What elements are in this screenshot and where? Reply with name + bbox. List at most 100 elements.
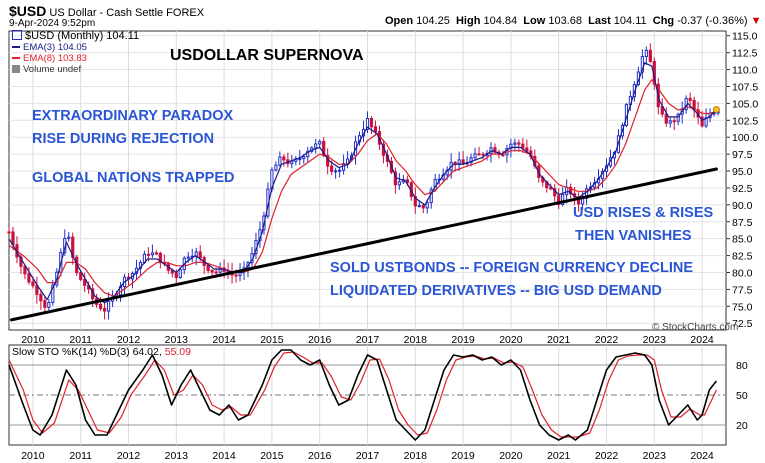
last-price-marker bbox=[712, 105, 720, 113]
open-label: Open bbox=[385, 15, 414, 27]
x-tick-label: 2015 bbox=[260, 334, 284, 346]
candle-down bbox=[369, 118, 374, 128]
candle-up bbox=[302, 156, 306, 160]
y-tick-label: 100.0 bbox=[732, 132, 758, 144]
y-tick-label: 115.0 bbox=[732, 31, 758, 43]
candle-legend-icon bbox=[12, 30, 22, 40]
y-tick-label: 105.0 bbox=[732, 98, 758, 110]
y-tick-label: 95.0 bbox=[732, 166, 753, 178]
candle-down bbox=[198, 251, 202, 259]
candle-down bbox=[206, 264, 210, 272]
legend-volume-label: Volume undef bbox=[23, 64, 82, 75]
stoch-x-tick-label: 2016 bbox=[308, 450, 332, 462]
candle-down bbox=[7, 231, 11, 234]
ema3-line bbox=[8, 62, 717, 304]
x-tick-label: 2024 bbox=[690, 334, 714, 346]
annotation-title: USDOLLAR SUPERNOVA bbox=[170, 47, 364, 64]
stoch-legend: Slow STO %K(14) %D(3) 64.02, 55.09 bbox=[12, 347, 191, 358]
candle-up bbox=[425, 202, 429, 209]
stoch-d-value: 55.09 bbox=[164, 346, 191, 358]
candle-down bbox=[146, 253, 151, 256]
candle-down bbox=[664, 113, 668, 124]
stoch-x-tick-label: 2023 bbox=[643, 450, 667, 462]
candle-up bbox=[290, 160, 294, 165]
candle-down bbox=[103, 307, 107, 312]
candle-down bbox=[501, 154, 505, 157]
legend-ema8: EMA(8) 103.83 bbox=[12, 53, 139, 64]
candle-up bbox=[561, 194, 565, 205]
stoch-k-line bbox=[8, 349, 718, 441]
annotation-vanishes: THEN VANISHES bbox=[575, 228, 692, 244]
candle-up bbox=[644, 49, 648, 57]
y-tick-label: 80.0 bbox=[732, 268, 753, 280]
legend-main: $USD (Monthly) 104.11 bbox=[12, 30, 139, 42]
candle-up bbox=[178, 269, 182, 279]
y-tick-label: 112.5 bbox=[732, 48, 758, 60]
x-tick-label: 2012 bbox=[117, 334, 141, 346]
x-tick-label: 2023 bbox=[643, 334, 667, 346]
candle-down bbox=[521, 143, 525, 149]
x-tick-label: 2013 bbox=[165, 334, 189, 346]
candle-up bbox=[473, 153, 477, 159]
candle-down bbox=[43, 300, 47, 308]
x-tick-label: 2017 bbox=[356, 334, 380, 346]
candle-up bbox=[397, 181, 401, 186]
ema8-line-icon bbox=[12, 57, 20, 59]
x-tick-label: 2019 bbox=[451, 334, 475, 346]
candle-down bbox=[39, 293, 43, 302]
candle-down bbox=[481, 153, 485, 156]
candle-up bbox=[306, 150, 310, 158]
y-tick-label: 85.0 bbox=[732, 234, 753, 246]
x-tick-label: 2016 bbox=[308, 334, 332, 346]
open-value: 104.25 bbox=[416, 15, 450, 27]
candle-down bbox=[154, 252, 158, 255]
legend-main-label: $USD (Monthly) 104.11 bbox=[25, 30, 140, 42]
y-tick-label: 75.0 bbox=[732, 301, 753, 313]
ticker-symbol: $USD bbox=[9, 3, 47, 19]
y-tick-label: 97.5 bbox=[732, 149, 753, 161]
candle-up bbox=[584, 188, 589, 199]
legend-ema3-label: EMA(3) 104.05 bbox=[23, 42, 87, 53]
chart-datetime: 9-Apr-2024 9:52pm bbox=[9, 18, 96, 29]
annotation-rejection: RISE DURING REJECTION bbox=[32, 131, 215, 147]
candle-up bbox=[640, 55, 644, 73]
candle-up bbox=[457, 159, 461, 164]
candle-down bbox=[421, 205, 425, 209]
candle-up bbox=[509, 143, 513, 150]
y-tick-label: 72.5 bbox=[732, 318, 753, 330]
last-label: Last bbox=[588, 15, 611, 27]
candle-down bbox=[83, 279, 87, 286]
stoch-x-tick-label: 2015 bbox=[260, 450, 284, 462]
x-tick-label: 2020 bbox=[499, 334, 523, 346]
candle-down bbox=[648, 49, 652, 62]
chart-header: $USD US Dollar - Cash Settle FOREX bbox=[9, 3, 204, 19]
candle-down bbox=[282, 156, 286, 161]
candle-up bbox=[334, 170, 338, 173]
annotation-ustbonds: SOLD USTBONDS -- FOREIGN CURRENCY DECLIN… bbox=[330, 260, 694, 276]
candle-down bbox=[71, 236, 75, 258]
candle-up bbox=[106, 300, 111, 312]
candle-down bbox=[453, 161, 457, 164]
stoch-label: Slow STO %K(14) %D(3) 64.02, bbox=[12, 346, 162, 358]
copyright: © StockCharts.com bbox=[652, 322, 739, 333]
candle-up bbox=[513, 142, 517, 145]
y-tick-label: 87.5 bbox=[732, 217, 753, 229]
candle-down bbox=[373, 126, 378, 133]
candle-up bbox=[278, 156, 282, 166]
legend-ema8-label: EMA(8) 103.83 bbox=[23, 53, 87, 64]
candle-down bbox=[688, 97, 692, 101]
candle-up bbox=[668, 120, 672, 124]
annotation-derivatives: LIQUIDATED DERIVATIVES -- BIG USD DEMAND bbox=[330, 283, 662, 299]
y-tick-label: 82.5 bbox=[732, 251, 753, 263]
last-value: 104.11 bbox=[613, 15, 647, 27]
stoch-x-tick-label: 2024 bbox=[690, 450, 714, 462]
stoch-x-tick-label: 2014 bbox=[212, 450, 236, 462]
x-tick-label: 2018 bbox=[404, 334, 428, 346]
candle-down bbox=[577, 196, 581, 205]
candle-up bbox=[298, 158, 302, 161]
candle-down bbox=[79, 272, 83, 281]
candle-up bbox=[47, 301, 51, 308]
candle-up bbox=[186, 256, 190, 259]
chg-value: -0.37 (-0.36%) bbox=[677, 15, 748, 27]
annotation-trapped: GLOBAL NATIONS TRAPPED bbox=[32, 170, 235, 186]
